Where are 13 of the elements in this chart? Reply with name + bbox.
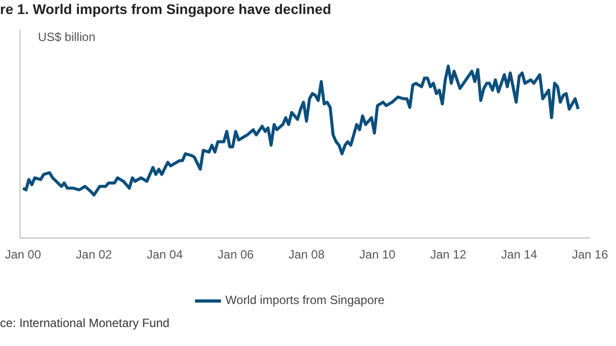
legend-label: World imports from Singapore (225, 293, 385, 308)
x-tick-label: Jan 04 (146, 248, 184, 262)
text: ce: International Monetary Fund (0, 316, 170, 330)
chart-title: re 1. World imports from Singapore have declined (0, 1, 332, 17)
x-tick-label: Jan 08 (288, 248, 325, 262)
x-tick-label: Jan 02 (76, 248, 112, 262)
y-axis-title: US$ billion (38, 30, 96, 44)
x-tick-label: Jan 12 (430, 248, 467, 262)
x-tick-label: Jan 00 (4, 248, 42, 262)
x-tick-label: Jan 14 (501, 248, 538, 262)
x-tick-label: Jan 06 (218, 248, 254, 262)
x-tick-label: Jan 16 (572, 248, 608, 262)
x-tick-label: Jan 10 (359, 248, 396, 262)
